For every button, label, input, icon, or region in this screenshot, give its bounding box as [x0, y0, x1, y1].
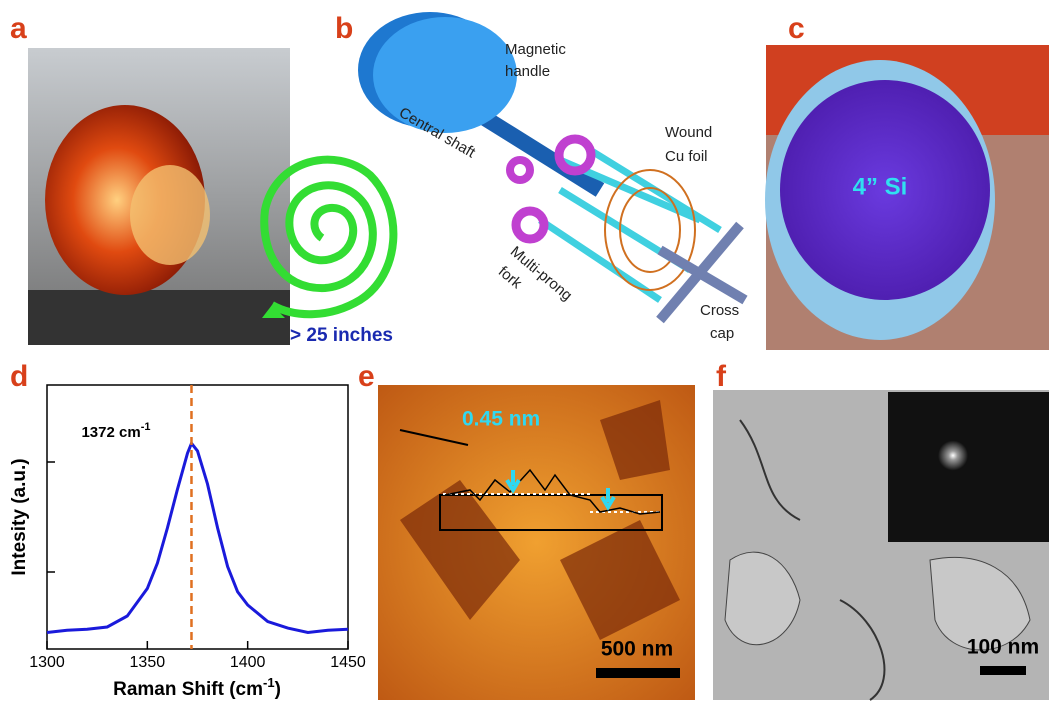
scale-bar	[596, 668, 680, 678]
series-line	[47, 443, 348, 632]
part-label: handle	[505, 63, 550, 80]
diffraction-center	[938, 433, 988, 483]
peak-label: 1372 cm-1	[81, 421, 150, 441]
panel-label: c	[788, 12, 805, 45]
x-label-sup: -1	[263, 675, 275, 690]
scale-label: 100 nm	[967, 636, 1039, 659]
peak-label-text: 1372 cm	[81, 424, 140, 441]
panel-label: f	[716, 360, 727, 393]
x-axis-label: Raman Shift (cm-1)	[113, 675, 281, 700]
roll-end	[130, 165, 210, 265]
handle	[373, 17, 517, 133]
x-tick-label: 1400	[230, 654, 266, 671]
x-tick-label: 1350	[130, 654, 166, 671]
panel-a: > 25 inches	[28, 48, 393, 346]
fork-ring	[516, 211, 544, 239]
panel-f: 100 nm	[713, 390, 1049, 700]
x-tick-label: 1450	[330, 654, 366, 671]
panel-label: a	[10, 12, 27, 45]
wafer-label: 4” Si	[853, 173, 908, 200]
cross-cap	[660, 250, 745, 300]
part-label: Cu foil	[665, 148, 708, 165]
part-label: Cross	[700, 302, 739, 319]
scale-bar	[980, 666, 1026, 675]
table	[28, 290, 290, 345]
x-label-text: Raman Shift (cm	[113, 679, 263, 700]
part-label: Wound	[665, 124, 712, 141]
panel-e: 0.45 nm 500 nm	[378, 385, 695, 700]
step-height: 0.45 nm	[462, 408, 540, 431]
panel-b: Magnetic handle Central shaft Wound Cu f…	[358, 12, 745, 342]
peak-label-sup: -1	[141, 421, 151, 433]
scale-label: 500 nm	[601, 638, 673, 661]
panel-label: d	[10, 360, 28, 393]
length-note: > 25 inches	[290, 325, 393, 346]
panel-label: b	[335, 12, 353, 45]
part-label: Magnetic	[505, 41, 566, 58]
x-tick-label: 1300	[29, 654, 65, 671]
panel-c: 4” Si	[765, 45, 1049, 350]
x-label-text: )	[275, 679, 281, 700]
panel-label: e	[358, 360, 375, 393]
y-axis-label: Intesity (a.u.)	[9, 458, 30, 575]
fork-ring	[510, 160, 530, 180]
part-label: cap	[710, 325, 734, 342]
figure: > 25 inches Magnetic handle Central shaf…	[0, 0, 1049, 702]
page: > 25 inches Magnetic handle Central shaf…	[0, 0, 1049, 702]
